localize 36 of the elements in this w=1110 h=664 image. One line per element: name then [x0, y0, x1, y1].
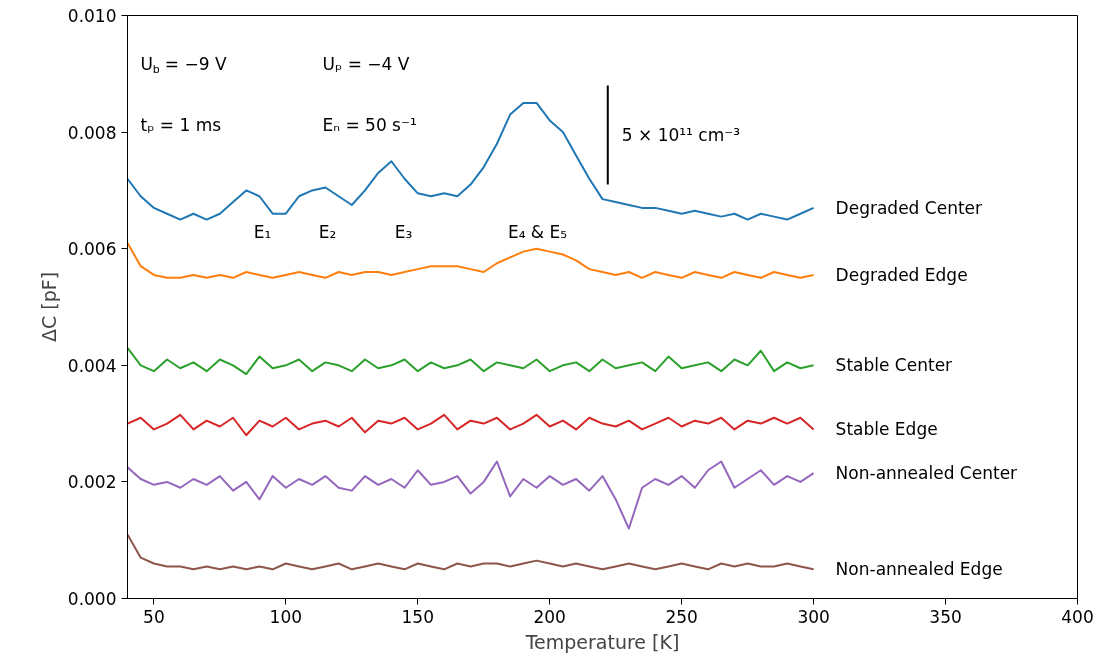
line-series [127, 241, 815, 279]
x-tick-label: 350 [929, 606, 962, 627]
x-tick-label: 100 [269, 606, 303, 627]
y-tick-label: 0.008 [67, 122, 117, 143]
annotation: Uₚ = −4 V [322, 53, 410, 74]
series-label: Non-annealed Center [835, 463, 1018, 484]
annotation: tₚ = 1 ms [140, 114, 222, 135]
x-tick-label: 250 [665, 606, 698, 627]
x-tick-label: 300 [797, 606, 830, 627]
y-axis-title: ΔC [pF] [37, 271, 60, 343]
annotation: E₄ & E₅ [507, 221, 568, 242]
y-tick-label: 0.006 [67, 239, 117, 260]
series-label: Degraded Center [835, 197, 983, 218]
x-tick-label: 400 [1061, 606, 1094, 627]
series-label: Stable Edge [835, 419, 938, 440]
annotation: E₃ [394, 221, 413, 242]
line-series [127, 346, 815, 376]
series-label: Stable Center [835, 355, 953, 376]
y-tick-label: 0.004 [67, 355, 117, 376]
annotation: E₂ [318, 221, 337, 242]
annotation: E₁ [253, 221, 272, 242]
x-axis-title: Temperature [K] [524, 630, 680, 653]
line-series [127, 533, 815, 571]
y-tick-label: 0.010 [67, 6, 117, 26]
line-series [127, 413, 815, 437]
x-tick-label: 150 [401, 606, 435, 627]
series-label: 5 × 10¹¹ cm⁻³ [621, 125, 741, 146]
series-label: Degraded Edge [835, 264, 968, 285]
x-tick-label: 200 [533, 606, 566, 627]
line-series [127, 101, 815, 221]
series-label: Non-annealed Edge [835, 559, 1003, 580]
line-series [127, 460, 815, 530]
x-tick-label: 50 [143, 606, 165, 627]
y-tick-label: 0.002 [67, 472, 117, 493]
y-tick-label: 0.000 [67, 589, 117, 609]
annotation: Eₙ = 50 s⁻¹ [322, 114, 417, 135]
